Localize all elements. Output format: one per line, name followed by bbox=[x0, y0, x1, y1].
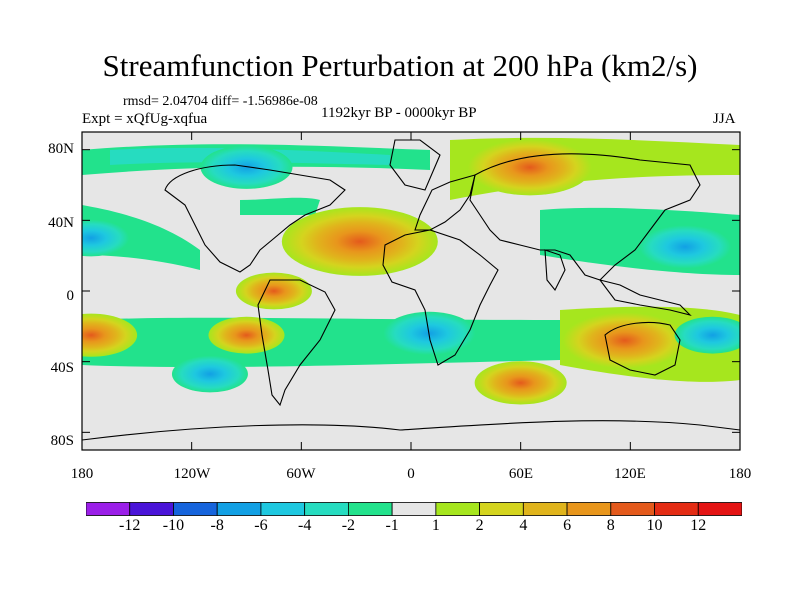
colorbar-label: -8 bbox=[210, 517, 224, 534]
negative-anomaly-9 bbox=[200, 145, 293, 189]
colorbar-box-10 bbox=[522, 502, 568, 516]
colorbar-label: 4 bbox=[519, 517, 528, 534]
coastlines bbox=[82, 139, 740, 441]
lat-label-0: 0 bbox=[66, 288, 75, 304]
chart-title: Streamfunction Perturbation at 200 hPa (… bbox=[102, 48, 698, 83]
positive-anomaly-6 bbox=[235, 272, 312, 310]
colorbar-box-7 bbox=[391, 502, 437, 516]
colorbar-label: -6 bbox=[254, 517, 268, 534]
colorbar-label: -4 bbox=[297, 517, 312, 534]
positive-anomaly-3 bbox=[82, 313, 138, 357]
colorbar-label: 12 bbox=[690, 517, 707, 534]
lon-label-180w: 180 bbox=[70, 466, 94, 482]
colorbar-box-12 bbox=[610, 502, 655, 516]
coast-africa bbox=[382, 229, 499, 366]
map-background bbox=[82, 132, 740, 450]
lon-label-0: 0 bbox=[407, 466, 415, 482]
colorbar-box-1 bbox=[129, 502, 174, 516]
colorbar-box-5 bbox=[304, 502, 349, 516]
coast-india bbox=[544, 249, 566, 292]
colorbar-box-9 bbox=[479, 502, 524, 516]
colorbar-label: 1 bbox=[431, 517, 440, 534]
colorbar-label: -1 bbox=[385, 517, 399, 534]
period-label: 1192kyr BP - 0000kyr BP bbox=[321, 105, 477, 121]
positive-anomaly-4 bbox=[208, 316, 285, 354]
coast-greenland bbox=[389, 139, 441, 191]
colorbar bbox=[86, 502, 742, 516]
positive-anomaly-2 bbox=[562, 312, 687, 369]
stats-label: rmsd= 2.04704 diff= -1.56986e-08 bbox=[123, 94, 318, 109]
negative-anomaly-10 bbox=[639, 225, 732, 269]
neg-band-south bbox=[82, 317, 560, 368]
coast-australia bbox=[604, 321, 681, 376]
experiment-label: Expt = xQfUg-xqfua bbox=[82, 111, 208, 127]
coast-antarctica bbox=[82, 420, 740, 441]
season-label: JJA bbox=[713, 111, 736, 127]
colorbar-label: 2 bbox=[475, 517, 484, 534]
lon-label-120e: 120E bbox=[614, 466, 646, 482]
colorbar-box-4 bbox=[260, 502, 306, 516]
positive-anomaly-0 bbox=[281, 207, 438, 276]
coast-asia bbox=[469, 153, 701, 281]
colorbar-label: 8 bbox=[606, 517, 615, 534]
coast-se-asia bbox=[598, 279, 692, 317]
lat-label-80s: 80S bbox=[50, 433, 74, 449]
lon-label-60w: 60W bbox=[286, 466, 316, 482]
colorbar-label: 6 bbox=[563, 517, 572, 534]
negative-anomaly-12 bbox=[82, 219, 130, 257]
coast-south-america bbox=[257, 279, 336, 407]
colorbar-label: -12 bbox=[119, 517, 141, 534]
neg-band-pacific bbox=[82, 205, 200, 270]
colorbar-box-14 bbox=[697, 502, 742, 516]
anomaly-blobs bbox=[82, 139, 740, 405]
lat-label-40s: 40S bbox=[50, 360, 74, 376]
colorbar-box-8 bbox=[435, 502, 481, 516]
lon-label-60e: 60E bbox=[508, 466, 534, 482]
colorbar-box-3 bbox=[216, 502, 262, 516]
colorbar-box-2 bbox=[173, 502, 218, 516]
coast-north-america bbox=[164, 164, 346, 273]
lon-label-180e: 180 bbox=[728, 466, 752, 482]
lat-label-40n: 40N bbox=[48, 215, 74, 231]
lon-label-120w: 120W bbox=[173, 466, 211, 482]
colorbar-box-0 bbox=[86, 502, 131, 516]
positive-anomaly-5 bbox=[474, 361, 567, 405]
colorbar-box-11 bbox=[566, 502, 612, 516]
colorbar-box-13 bbox=[654, 502, 699, 516]
colorbar-label: -2 bbox=[341, 517, 356, 534]
positive-anomaly-1 bbox=[467, 139, 592, 196]
colorbar-label: 10 bbox=[646, 517, 663, 534]
lat-label-80n: 80N bbox=[48, 141, 74, 157]
negative-anomaly-11 bbox=[674, 316, 740, 354]
negative-anomaly-7 bbox=[171, 355, 248, 393]
neg-band-atlantic bbox=[240, 197, 320, 215]
colorbar-label: -10 bbox=[162, 517, 185, 534]
colorbar-box-6 bbox=[347, 502, 393, 516]
